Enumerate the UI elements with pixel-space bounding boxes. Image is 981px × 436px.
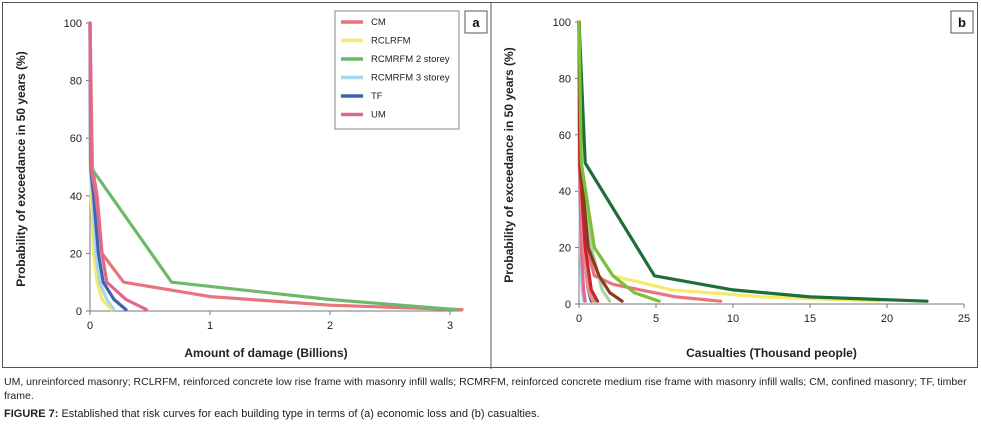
y-tick-label: 40 <box>70 191 82 203</box>
y-tick-label: 20 <box>70 248 82 260</box>
y-tick-label: 40 <box>559 186 571 198</box>
legend-label-rcmrfm-2-storey: RCMRFM 2 storey <box>371 54 450 65</box>
y-tick-label: 0 <box>565 299 571 311</box>
series-line-tf-night <box>577 20 929 303</box>
x-tick-label: 10 <box>727 313 739 325</box>
y-axis-title: Probability of exceedance in 50 years (%… <box>502 47 516 282</box>
y-tick-label: 0 <box>76 306 82 318</box>
panel-b: 0 20 40 60 80 100 0 5 10 15 20 25 Casualties (Thousa… <box>502 10 974 360</box>
x-tick-label: 5 <box>653 313 659 325</box>
y-tick-label: 100 <box>553 17 571 29</box>
y-tick-label: 80 <box>559 73 571 85</box>
x-tick-label: 2 <box>327 320 333 332</box>
legend-label-rcmrfm-3-storey: RCMRFM 3 storey <box>371 73 450 84</box>
series-line-cm-night <box>577 20 881 303</box>
y-tick-label: 60 <box>70 133 82 145</box>
figure-frame: 0 20 40 60 80 100 0 1 2 3 Amount of damage (Billio… <box>2 2 978 369</box>
figure-caption: FIGURE 7: Established that risk curves f… <box>4 407 976 421</box>
legend-label-cm: CM <box>371 17 386 28</box>
y-tick-label: 100 <box>64 18 82 30</box>
legend-label-tf: TF <box>371 91 383 102</box>
x-tick-label: 20 <box>881 313 893 325</box>
series-line-um <box>88 21 148 312</box>
legend-box <box>334 10 460 130</box>
panel-tag-box <box>464 10 488 34</box>
x-tick-label: 1 <box>207 320 213 332</box>
y-tick-label: 80 <box>70 76 82 88</box>
y-tick-label: 60 <box>559 130 571 142</box>
x-tick-label: 15 <box>804 313 816 325</box>
panel-tag-label: a <box>472 15 480 30</box>
panel-tag-label: b <box>958 15 966 30</box>
x-tick-label: 0 <box>576 313 582 325</box>
y-axis-title: Probability of exceedance in 50 years (%… <box>14 51 28 286</box>
panel-tag-box <box>950 10 974 34</box>
abbreviation-notes: UM, unreinforced masonry; RCLRFM, reinfo… <box>4 376 967 402</box>
x-tick-label: 0 <box>87 320 93 332</box>
x-tick-label: 3 <box>447 320 453 332</box>
figure-label: FIGURE 7: <box>4 408 59 420</box>
x-tick-label: 25 <box>958 313 970 325</box>
y-tick-label: 20 <box>559 243 571 255</box>
legend: CM RCLRFM RCMRFM 2 storey RCMRFM 3 storey TF… <box>334 10 460 130</box>
legend-label-um: UM <box>371 110 386 121</box>
x-axis-title: Amount of damage (Billions) <box>184 346 347 360</box>
legend-label-rclrfm: RCLRFM <box>371 36 411 47</box>
panel-a: 0 20 40 60 80 100 0 1 2 3 Amount of damage (Billio… <box>14 10 488 360</box>
figure-caption-text: Established that risk curves for each bu… <box>58 408 540 420</box>
series-line-um-night <box>577 20 661 303</box>
x-axis-title: Casualties (Thousand people) <box>686 346 857 360</box>
